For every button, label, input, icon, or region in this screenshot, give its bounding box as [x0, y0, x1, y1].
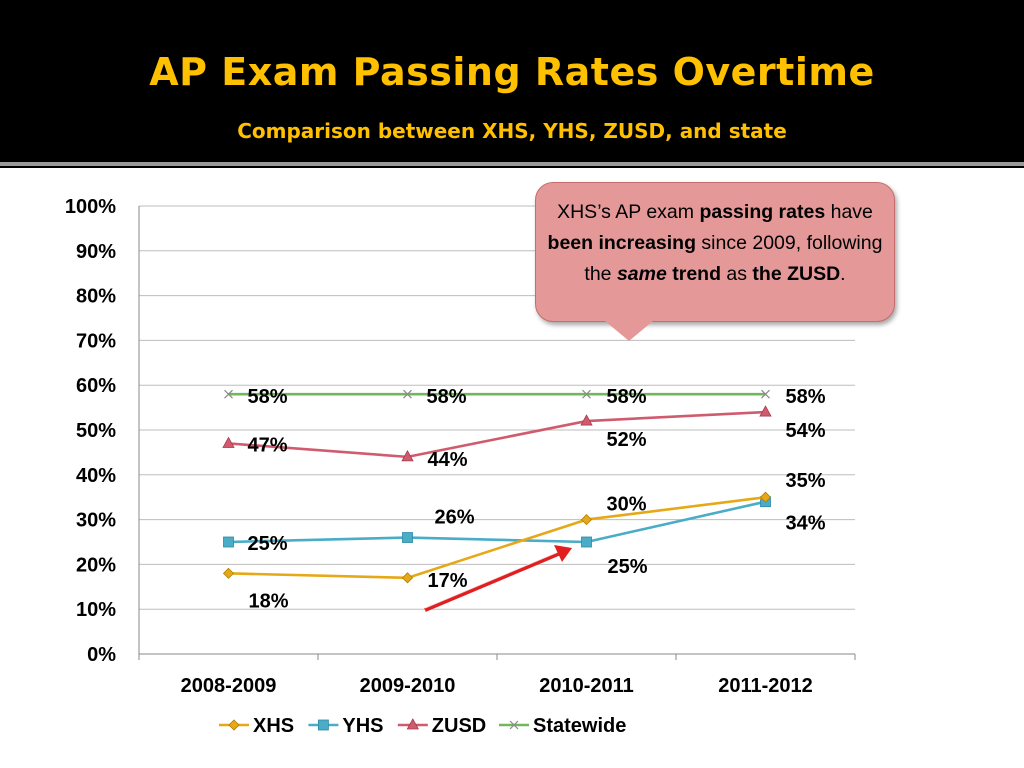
y-tick-label: 0%	[87, 644, 116, 666]
x-tick-label: 2010-2011	[539, 675, 634, 697]
trend-arrow-head	[554, 545, 572, 562]
data-point-zusd	[759, 405, 772, 417]
callout-emphasis: the ZUSD	[752, 263, 841, 285]
data-point-yhs	[223, 536, 234, 548]
x-tick-label: 2008-2009	[181, 675, 277, 697]
y-tick-label: 100%	[65, 196, 116, 218]
data-label-statewide: 58%	[606, 386, 646, 408]
callout-text: have	[825, 201, 873, 223]
line-chart: 0% 10% 20% 30% 40% 50% 60% 70% 80% 90% 100% 2008-20…	[65, 196, 856, 737]
y-tick-label: 30%	[76, 510, 116, 532]
data-point-zusd	[580, 414, 593, 426]
data-label-statewide: 58%	[247, 386, 287, 408]
data-label-statewide: 58%	[426, 386, 466, 408]
legend-marker-yhs	[317, 719, 329, 731]
data-label-zusd: 47%	[247, 434, 287, 456]
data-point-xhs	[580, 514, 593, 526]
data-point-statewide	[761, 389, 770, 399]
data-label-yhs: 25%	[607, 556, 647, 578]
callout-box: XHS’s AP exam passing rates have been in…	[535, 182, 895, 322]
data-label-xhs: 35%	[785, 470, 825, 492]
callout-pointer	[605, 321, 653, 341]
data-label-zusd: 54%	[785, 420, 825, 442]
x-tick-label: 2009-2010	[360, 675, 456, 697]
data-label-yhs: 26%	[434, 507, 474, 529]
data-point-xhs	[222, 567, 235, 579]
legend-label-statewide: Statewide	[533, 715, 626, 737]
callout-text: XHS’s AP exam	[557, 201, 700, 223]
data-point-xhs	[401, 572, 414, 584]
series-line-yhs	[228, 500, 766, 544]
data-point-statewide	[224, 389, 233, 399]
legend-label-zusd: ZUSD	[432, 715, 486, 737]
y-tick-label: 90%	[76, 241, 116, 263]
y-tick-label: 40%	[76, 465, 116, 487]
data-point-statewide	[403, 389, 412, 399]
header-divider	[0, 162, 1024, 166]
data-label-xhs: 30%	[606, 494, 646, 516]
callout-text: since 2009, following the	[584, 232, 883, 285]
series-line-zusd	[228, 410, 766, 459]
y-tick-label: 10%	[76, 599, 116, 621]
legend-label-xhs: XHS	[253, 715, 294, 737]
data-point-xhs	[759, 491, 772, 503]
y-tick-label: 20%	[76, 554, 116, 576]
y-tick-label: 70%	[76, 330, 116, 352]
data-point-yhs	[402, 532, 413, 543]
data-label-xhs: 18%	[248, 590, 288, 612]
legend-label-yhs: YHS	[342, 715, 383, 737]
data-label-xhs: 17%	[427, 570, 467, 592]
slide-header: AP Exam Passing Rates Overtime Compariso…	[0, 0, 1024, 160]
callout-emphasis: trend	[666, 263, 721, 285]
x-tick-label: 2011-2012	[718, 675, 813, 697]
slide-subtitle: Comparison between XHS, YHS, ZUSD, and s…	[237, 119, 787, 143]
data-label-zusd: 44%	[427, 449, 467, 471]
callout-emphasis: passing rates	[699, 201, 826, 223]
callout-text: .	[840, 263, 846, 285]
legend-marker-zusd	[406, 718, 419, 730]
callout-emphasis: been increasing	[547, 232, 696, 254]
y-tick-label: 80%	[76, 286, 116, 308]
trend-arrow	[424, 549, 565, 612]
data-label-yhs: 34%	[785, 513, 825, 535]
legend-marker-xhs	[228, 719, 240, 731]
callout-emphasis: same	[616, 263, 667, 285]
data-point-zusd	[401, 450, 414, 462]
slide-title: AP Exam Passing Rates Overtime	[149, 50, 875, 94]
data-point-zusd	[222, 436, 235, 448]
callout-text: as	[720, 263, 753, 285]
series-line-xhs	[228, 495, 766, 580]
y-tick-label: 60%	[76, 375, 116, 397]
data-point-yhs	[581, 536, 592, 548]
data-point-statewide	[582, 389, 591, 399]
data-label-yhs: 25%	[247, 533, 287, 555]
data-label-zusd: 52%	[606, 429, 646, 451]
y-tick-label: 50%	[76, 420, 116, 442]
trend-arrow-highlight	[424, 549, 565, 609]
data-label-statewide: 58%	[785, 386, 825, 408]
legend-marker-statewide	[509, 720, 519, 730]
